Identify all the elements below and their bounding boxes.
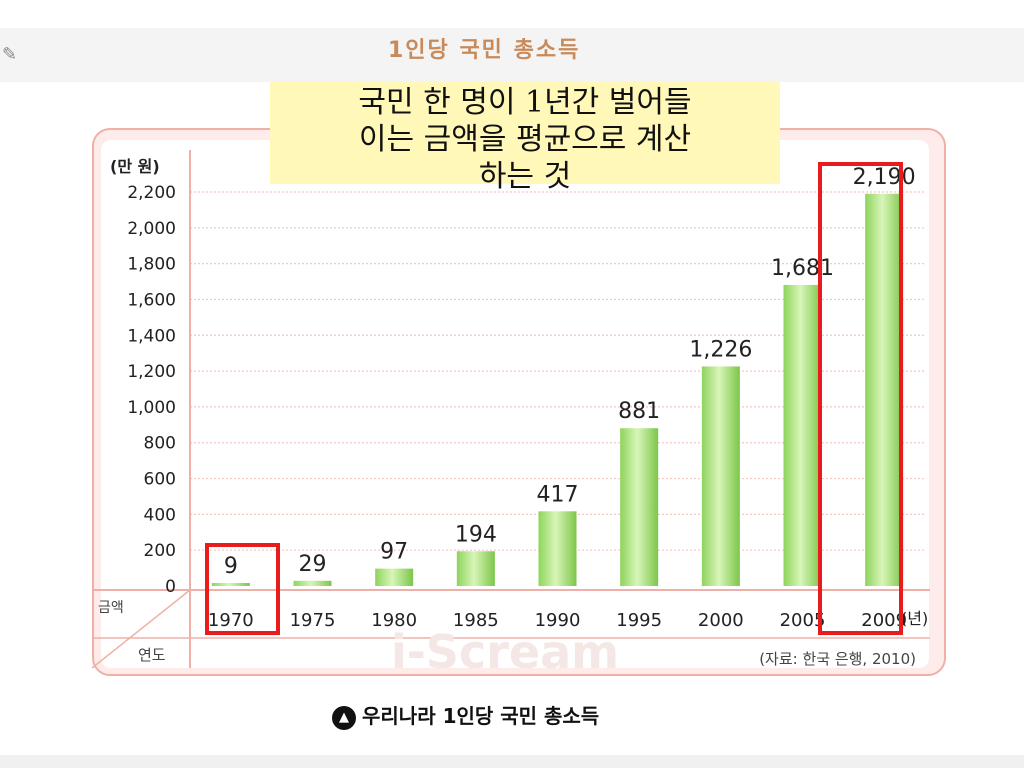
bar: [701, 366, 740, 586]
y-tick-label: 1,000: [127, 398, 176, 418]
x-tick-label: 1975: [290, 610, 336, 631]
definition-callout: [270, 82, 780, 184]
x-axis-unit-label: (년): [901, 609, 928, 628]
bottom-band: [0, 755, 1024, 768]
axes: [91, 150, 930, 669]
y-axis-unit-label: (만 원): [110, 157, 160, 176]
bar: [211, 583, 250, 586]
definition-callout-text: 국민 한 명이 1년간 벌어들 이는 금액을 평균으로 계산 하는 것: [270, 84, 780, 195]
y-tick-label: 600: [144, 470, 176, 490]
bar: [375, 568, 414, 586]
x-tick-label: 1970: [208, 610, 254, 631]
x-tick-label: 2009: [861, 610, 907, 631]
highlight-box-2009: [818, 162, 903, 635]
y-tick-label: 0: [165, 577, 176, 597]
value-labels: 9 29 97 194 417 881 1,226 1,681 2,190: [224, 165, 916, 579]
bar: [538, 511, 577, 586]
x-tick-label: 1980: [371, 610, 417, 631]
x-tick-label: 1985: [453, 610, 499, 631]
bars: [211, 193, 904, 587]
bar: [783, 284, 822, 586]
figure-caption-text: 우리나라 1인당 국민 총소득: [362, 704, 600, 728]
page-title: 1인당 국민 총소득: [388, 38, 581, 63]
bar-value-label: 2,190: [853, 165, 916, 190]
bar-value-label: 1,681: [771, 256, 834, 281]
bar: [293, 580, 332, 586]
bar: [620, 428, 659, 586]
row-header-value: 금액: [98, 600, 124, 616]
y-tick-label: 800: [144, 434, 176, 454]
bar-value-label: 881: [618, 399, 660, 424]
y-tick-labels: 0 200 400 600 800 1,000 1,200 1,400 1,600 1,800 2,…: [110, 157, 176, 597]
header-diagonal: [91, 589, 191, 669]
watermark: i-Scream: [391, 625, 619, 679]
y-tick-label: 400: [144, 505, 176, 525]
highlight-box-1970: [205, 543, 280, 635]
callout-line: 이는 금액을 평균으로 계산: [358, 122, 692, 157]
figure-caption: ▲ 우리나라 1인당 국민 총소득: [332, 700, 712, 730]
bar: [865, 193, 904, 587]
source-note: (자료: 한국 은행, 2010): [759, 650, 916, 668]
bar-value-label: 1,226: [689, 337, 752, 362]
bar-value-label: 417: [537, 482, 579, 507]
y-tick-label: 200: [144, 541, 176, 561]
home-arrow-icon: ▲: [332, 705, 356, 730]
y-tick-label: 2,200: [127, 183, 176, 203]
x-tick-labels: 1970 1975 1980 1985 1990 1995 2000 2005 2009: [208, 610, 907, 631]
y-tick-label: 1,800: [127, 255, 176, 275]
x-tick-label: 1995: [616, 610, 662, 631]
bar-value-label: 97: [380, 540, 408, 565]
y-tick-label: 1,400: [127, 326, 176, 346]
bar: [456, 551, 495, 586]
callout-line: 하는 것: [478, 159, 572, 194]
row-header-year: 연도: [138, 646, 166, 664]
title-band: [0, 28, 1024, 82]
bar-value-label: 29: [299, 552, 327, 577]
bar-value-label: 194: [455, 522, 497, 547]
x-tick-label: 2005: [780, 610, 826, 631]
x-tick-label: 1990: [535, 610, 581, 631]
callout-line: 국민 한 명이 1년간 벌어들: [358, 85, 692, 120]
x-tick-label: 2000: [698, 610, 744, 631]
pen-cursor-icon: ✎: [2, 44, 18, 65]
y-tick-label: 2,000: [127, 219, 176, 239]
y-tick-label: 1,600: [127, 290, 176, 310]
y-tick-label: 1,200: [127, 362, 176, 382]
bar-value-label: 9: [224, 554, 238, 579]
